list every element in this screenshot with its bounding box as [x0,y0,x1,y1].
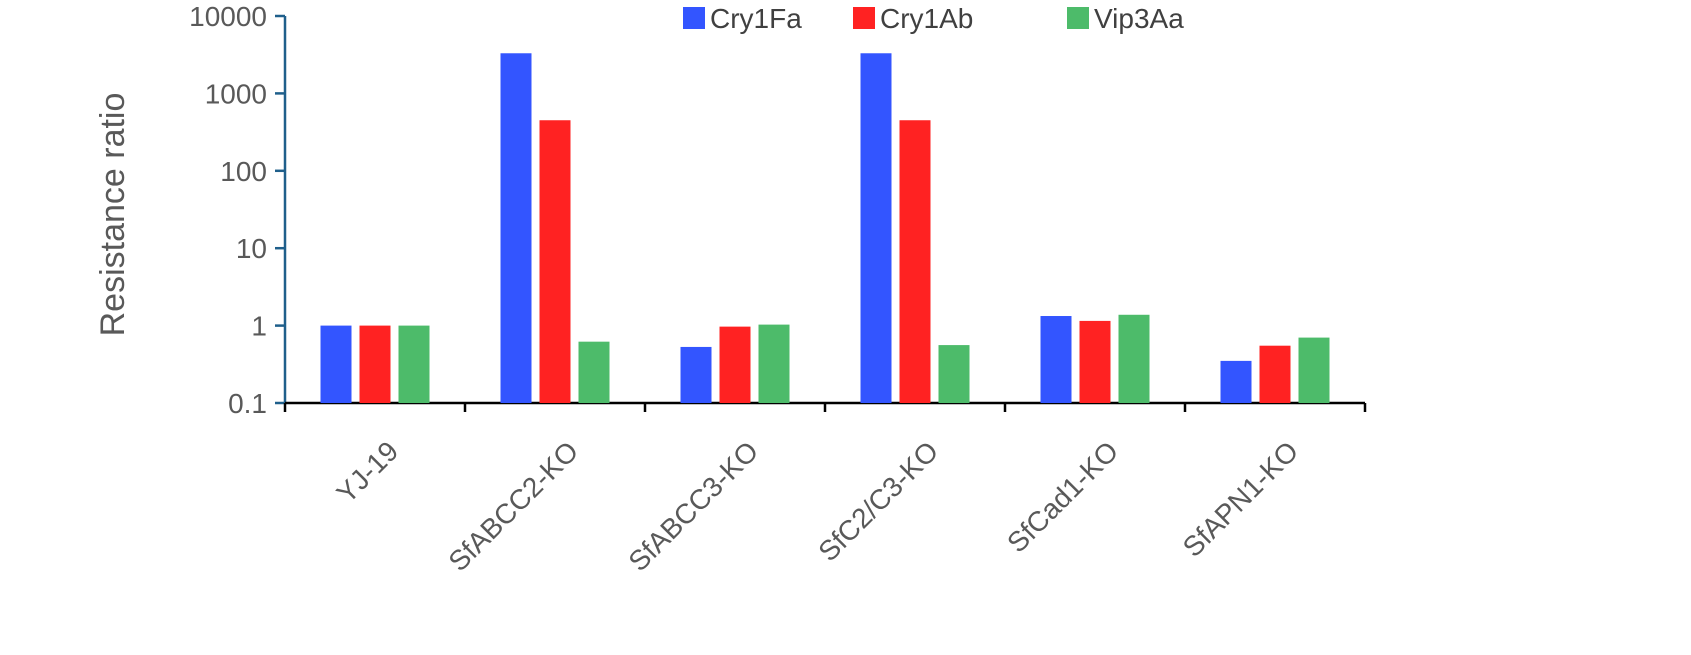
bar-vip3aa-0 [398,325,430,403]
bars [320,53,1330,404]
bar-vip3aa-2 [758,324,790,403]
legend-swatch-cry1fa [683,7,705,29]
x-category-label: SfABCC3-KO [622,435,764,577]
legend-swatch-cry1ab [853,7,875,29]
labels: 0.1 1 10 100 1000 10000 Resistance ratio YJ-19 S… [94,1,1304,577]
y-tick-label: 0.1 [228,388,267,419]
bar-cry1fa-5 [1220,360,1252,403]
x-category-label: SfAPN1-KO [1177,435,1305,563]
x-category-label: SfABCC2-KO [442,435,584,577]
y-tick-label: 100 [220,156,267,187]
legend-label-cry1ab: Cry1Ab [880,3,973,34]
bar-cry1ab-3 [899,120,931,404]
y-axis-title: Resistance ratio [94,93,132,337]
bar-cry1ab-0 [359,325,391,403]
bar-cry1fa-3 [860,53,892,403]
bar-cry1ab-1 [539,120,571,404]
bar-cry1ab-2 [719,326,751,403]
x-category-label: SfCad1-KO [1001,435,1124,558]
bar-vip3aa-3 [938,345,970,403]
bar-vip3aa-1 [578,341,610,403]
bar-cry1ab-5 [1259,345,1291,403]
legend-swatch-vip3aa [1067,7,1089,29]
legend-label-vip3aa: Vip3Aa [1094,3,1184,34]
bar-cry1fa-1 [500,53,532,403]
legend-label-cry1fa: Cry1Fa [710,3,802,34]
axes [275,14,1367,412]
bar-cry1ab-4 [1079,320,1111,403]
bar-cry1fa-0 [320,325,352,403]
bar-cry1fa-2 [680,346,712,403]
x-category-label: YJ-19 [331,435,405,509]
legend: Cry1Fa Cry1Ab Vip3Aa [683,3,1184,34]
y-tick-label: 1000 [205,78,267,109]
y-tick-label: 1 [251,311,267,342]
y-tick-label: 10 [236,233,267,264]
x-category-label: SfC2/C3-KO [812,435,944,567]
bar-vip3aa-4 [1118,314,1150,403]
bar-vip3aa-5 [1298,337,1330,403]
y-tick-label: 10000 [189,1,267,32]
bar-cry1fa-4 [1040,316,1072,403]
